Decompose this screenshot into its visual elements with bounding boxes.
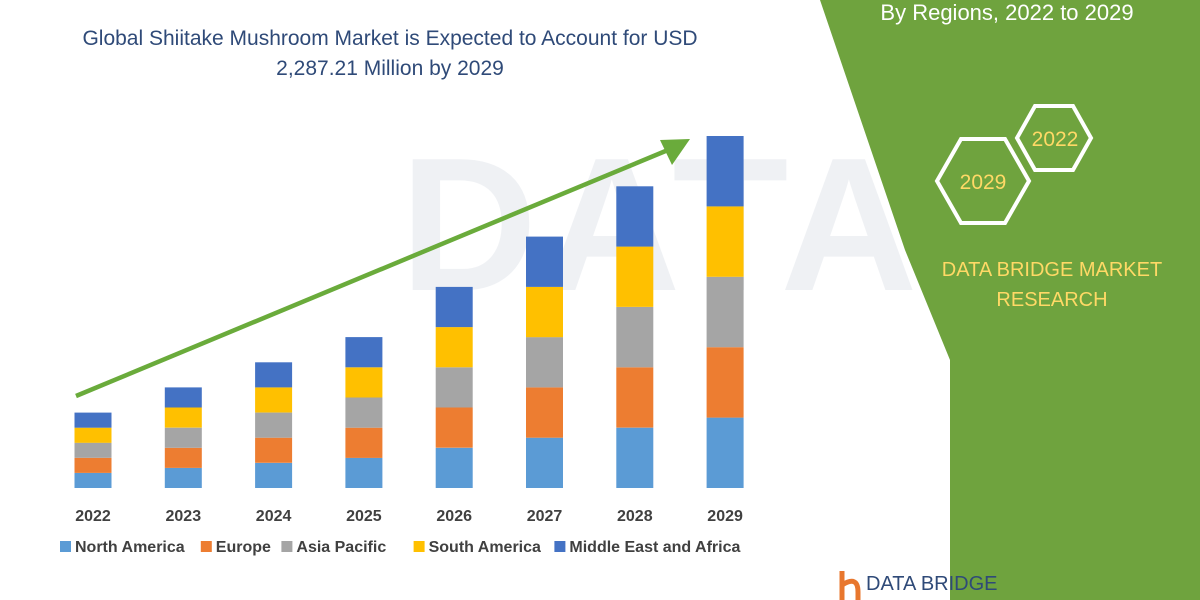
x-tick-label: 2027 bbox=[527, 508, 563, 525]
bar-2023-series-4 bbox=[164, 387, 202, 408]
bar-2024-series-1 bbox=[255, 437, 293, 463]
trend-arrow-line bbox=[75, 147, 669, 399]
footer-logo: DATA BRIDGE bbox=[836, 568, 998, 600]
legend-label-3: South America bbox=[429, 539, 541, 556]
bar-2027-series-0 bbox=[526, 437, 563, 488]
bar-2023-series-3 bbox=[164, 407, 202, 428]
bar-2026-series-2 bbox=[435, 367, 473, 408]
bar-2029-series-3 bbox=[706, 206, 744, 277]
bar-2029-series-2 bbox=[706, 276, 744, 348]
side-panel bbox=[820, 0, 1200, 600]
hex-2029-shape bbox=[934, 137, 1032, 225]
legend-swatch-0 bbox=[60, 541, 71, 552]
bar-2022-series-4 bbox=[74, 412, 112, 428]
bar-2022-series-3 bbox=[74, 427, 112, 443]
bar-2029-series-0 bbox=[706, 417, 744, 488]
bar-2023-series-1 bbox=[164, 447, 202, 468]
bar-2027-series-2 bbox=[526, 337, 563, 388]
bar-2023-series-2 bbox=[164, 427, 202, 448]
hex-2022-label: 2022 bbox=[1032, 128, 1079, 151]
bar-2025-series-4 bbox=[345, 337, 383, 368]
bar-2029-series-1 bbox=[706, 347, 744, 418]
x-tick-label: 2022 bbox=[75, 508, 111, 525]
bar-2024-series-0 bbox=[255, 462, 293, 488]
bar-2025-series-1 bbox=[345, 427, 383, 458]
hex-2022-shape bbox=[1014, 104, 1094, 172]
legend-label-1: Europe bbox=[216, 539, 271, 556]
panel-heading: By Regions, 2022 to 2029 bbox=[880, 0, 1133, 25]
bar-2029-series-4 bbox=[706, 136, 744, 207]
hex-2029: 2029 bbox=[934, 137, 1032, 225]
bar-2023-series-0 bbox=[164, 467, 202, 488]
bar-2025-series-3 bbox=[345, 367, 383, 398]
x-tick-label: 2029 bbox=[707, 508, 743, 525]
bar-2026-series-0 bbox=[435, 447, 473, 488]
bar-2024-series-3 bbox=[255, 387, 293, 413]
legend-swatch-4 bbox=[554, 541, 566, 552]
legend-label-2: Asia Pacific bbox=[296, 539, 386, 556]
legend: North America Europe Asia Pacific South Ame… bbox=[60, 539, 741, 556]
x-tick-label: 2025 bbox=[346, 508, 382, 525]
hex-2029-label: 2029 bbox=[960, 171, 1007, 194]
bar-2028-series-3 bbox=[616, 246, 654, 307]
bar-2022-series-2 bbox=[74, 442, 112, 458]
bar-2024-series-2 bbox=[255, 412, 293, 438]
trend-arrow bbox=[75, 139, 690, 399]
bar-2026-series-3 bbox=[435, 327, 473, 368]
bar-2024-series-4 bbox=[255, 362, 293, 388]
hex-2022: 2022 bbox=[1014, 104, 1094, 172]
bar-2027-series-4 bbox=[526, 236, 563, 287]
footer-logo-text: DATA BRIDGE bbox=[866, 573, 998, 595]
bar-2028-series-4 bbox=[616, 186, 654, 247]
bar-group bbox=[74, 136, 744, 488]
x-tick-labels: 2022 2023 2024 2025 2026 2027 2028 2029 bbox=[75, 508, 743, 525]
legend-label-0: North America bbox=[75, 539, 185, 556]
bar-2026-series-1 bbox=[435, 407, 473, 448]
footer-logo-mark bbox=[839, 571, 861, 600]
bar-2028-series-2 bbox=[616, 307, 654, 368]
bar-2022-series-0 bbox=[74, 472, 112, 488]
bar-2022-series-1 bbox=[74, 457, 112, 473]
brand-line-1: DATA BRIDGE MARKET bbox=[942, 259, 1162, 281]
bar-2027-series-1 bbox=[526, 387, 563, 438]
bar-2028-series-0 bbox=[616, 427, 654, 488]
bar-2028-series-1 bbox=[616, 367, 654, 428]
legend-swatch-1 bbox=[200, 541, 212, 552]
x-tick-label: 2023 bbox=[166, 508, 202, 525]
x-tick-label: 2028 bbox=[617, 508, 653, 525]
brand-line-2: RESEARCH bbox=[996, 289, 1107, 311]
bar-2025-series-0 bbox=[345, 457, 383, 488]
bar-2025-series-2 bbox=[345, 397, 383, 428]
legend-label-4: Middle East and Africa bbox=[569, 539, 740, 556]
x-tick-label: 2024 bbox=[256, 508, 292, 525]
x-tick-label: 2026 bbox=[436, 508, 472, 525]
legend-swatch-2 bbox=[281, 541, 293, 552]
bar-2027-series-3 bbox=[526, 286, 563, 338]
trend-arrow-head bbox=[660, 139, 690, 165]
legend-swatch-3 bbox=[413, 541, 425, 552]
chart-title: Global Shiitake Mushroom Market is Expec… bbox=[82, 27, 698, 80]
bar-2026-series-4 bbox=[435, 286, 473, 328]
